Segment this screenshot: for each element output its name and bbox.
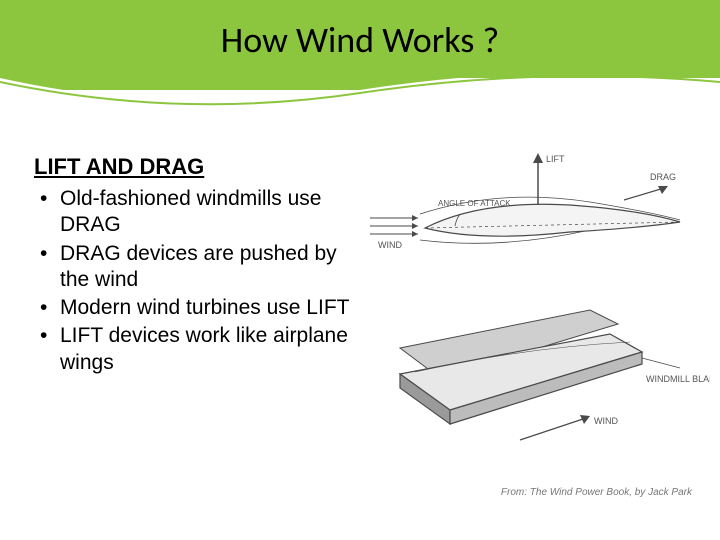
blade-label: WINDMILL BLADE [646,374,710,384]
bullet-item: LIFT devices work like airplane wings [40,323,354,376]
blade-diagram: WINDMILL BLADE WIND [400,310,710,440]
angle-label: ANGLE OF ATTACK [438,199,511,208]
drag-label: DRAG [650,172,676,182]
bullet-item: Old-fashioned windmills use DRAG [40,186,354,239]
bullet-list: Old-fashioned windmills use DRAG DRAG de… [34,186,354,376]
wind-label: WIND [378,240,402,250]
citation-text: From: The Wind Power Book, by Jack Park [501,487,692,498]
content-block: LIFT AND DRAG Old-fashioned windmills us… [34,154,354,378]
section-heading: LIFT AND DRAG [34,154,354,180]
lift-label: LIFT [546,154,565,164]
wind-label-bottom: WIND [594,416,618,426]
bullet-item: Modern wind turbines use LIFT [40,295,354,321]
page-title: How Wind Works ? [0,18,720,62]
airfoil-diagram: WIND ANGLE OF ATTACK LIFT DRAG [370,153,680,250]
bullet-item: DRAG devices are pushed by the wind [40,241,354,294]
diagram-area: WIND ANGLE OF ATTACK LIFT DRAG [360,150,710,480]
header-curve [0,78,720,118]
